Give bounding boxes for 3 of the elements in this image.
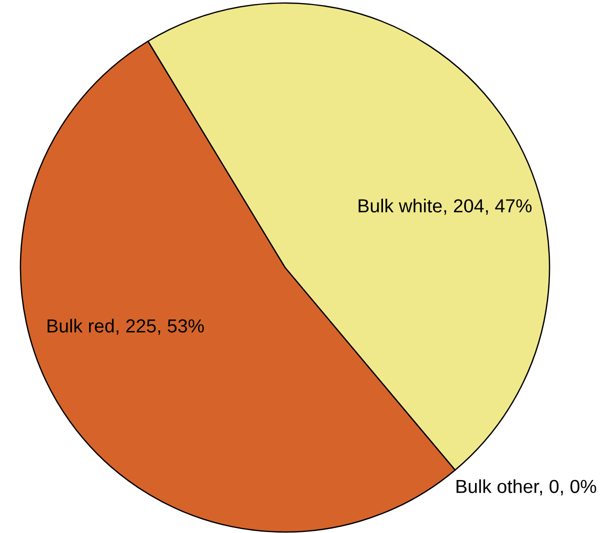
- slice-label: Bulk red, 225, 53%: [48, 318, 204, 335]
- slice-label: Bulk white, 204, 47%: [358, 198, 532, 215]
- category-label: Bulk other, 0, 0%: [456, 479, 596, 496]
